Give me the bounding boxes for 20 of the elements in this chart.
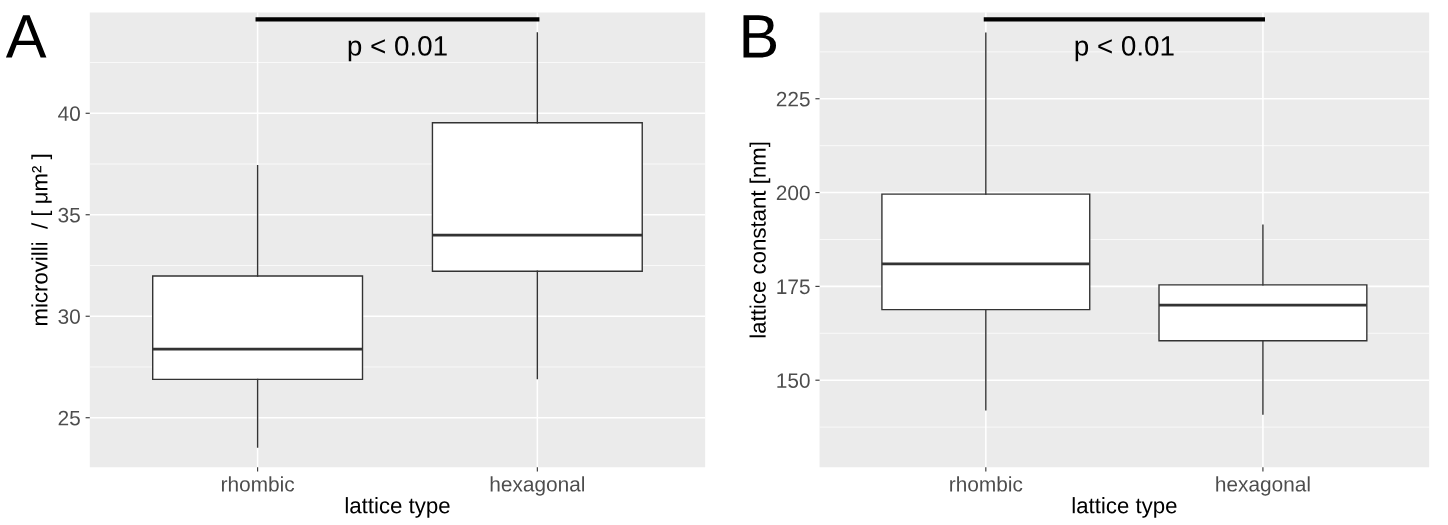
y-tick-label: 225 xyxy=(776,91,810,107)
annotation: p < 0.01 xyxy=(348,36,447,62)
y-tick-label: 175 xyxy=(777,279,810,295)
chart-title: A xyxy=(5,15,47,58)
x-tick-label: rhombic xyxy=(950,476,1023,492)
x-tick-label: hexagonal xyxy=(490,476,585,496)
y-tick-label: 30 xyxy=(58,309,80,324)
y-tick-label: 150 xyxy=(777,373,810,388)
chart-title: B xyxy=(743,15,777,58)
y-axis-title: microvilli / [ μm² ] xyxy=(31,154,53,326)
y-tick-label: 25 xyxy=(58,410,80,426)
x-axis-title: lattice type xyxy=(345,497,450,518)
y-tick-label: 40 xyxy=(58,106,80,122)
x-tick-label: hexagonal xyxy=(1216,476,1310,496)
annotation: p < 0.01 xyxy=(1075,36,1174,62)
x-axis-title: lattice type xyxy=(1072,497,1177,518)
y-tick-label: 35 xyxy=(58,207,80,223)
x-tick-label: rhombic xyxy=(221,476,295,492)
y-tick-label: 200 xyxy=(776,185,810,201)
y-axis-title: lattice constant [nm] xyxy=(749,142,771,338)
